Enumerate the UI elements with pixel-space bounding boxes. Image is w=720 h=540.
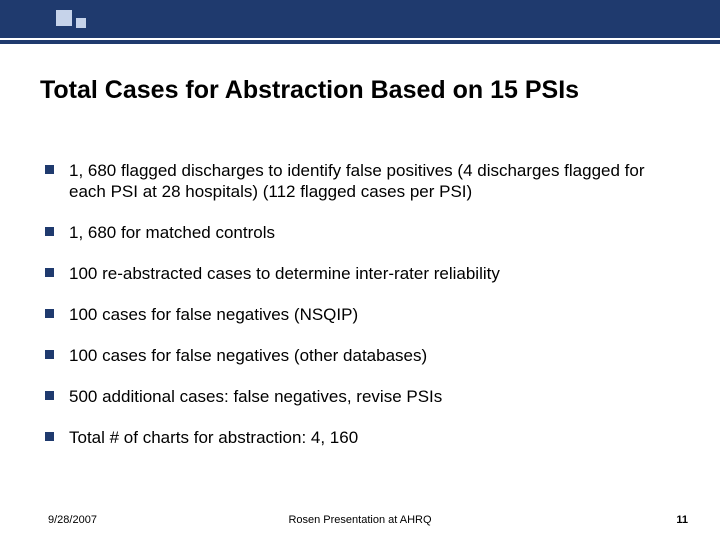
bullet-item: 100 cases for false negatives (NSQIP) [45, 304, 680, 325]
accent-square-large [56, 10, 72, 26]
bullet-square-icon [45, 350, 54, 359]
bullet-square-icon [45, 227, 54, 236]
bullet-text: 100 re-abstracted cases to determine int… [69, 264, 500, 283]
bullet-item: Total # of charts for abstraction: 4, 16… [45, 427, 680, 448]
bullet-text: 500 additional cases: false negatives, r… [69, 387, 442, 406]
bullet-square-icon [45, 391, 54, 400]
bullet-item: 500 additional cases: false negatives, r… [45, 386, 680, 407]
bullet-text: 100 cases for false negatives (NSQIP) [69, 305, 358, 324]
bullet-text: 100 cases for false negatives (other dat… [69, 346, 427, 365]
footer-center: Rosen Presentation at AHRQ [0, 514, 720, 526]
bullet-text: 1, 680 flagged discharges to identify fa… [69, 161, 645, 201]
band-thin [0, 40, 720, 44]
bullet-square-icon [45, 309, 54, 318]
bullet-square-icon [45, 268, 54, 277]
bullet-item: 100 re-abstracted cases to determine int… [45, 263, 680, 284]
bullet-list: 1, 680 flagged discharges to identify fa… [45, 160, 680, 468]
top-decor-band [0, 0, 720, 50]
accent-square-small [76, 18, 86, 28]
bullet-square-icon [45, 165, 54, 174]
footer: 9/28/2007 Rosen Presentation at AHRQ 11 [0, 506, 720, 526]
bullet-item: 1, 680 flagged discharges to identify fa… [45, 160, 680, 202]
band-thick [0, 0, 720, 38]
bullet-text: Total # of charts for abstraction: 4, 16… [69, 428, 358, 447]
slide: Total Cases for Abstraction Based on 15 … [0, 0, 720, 540]
slide-title: Total Cases for Abstraction Based on 15 … [40, 76, 680, 105]
bullet-item: 1, 680 for matched controls [45, 222, 680, 243]
bullet-text: 1, 680 for matched controls [69, 223, 275, 242]
bullet-item: 100 cases for false negatives (other dat… [45, 345, 680, 366]
footer-page: 11 [676, 514, 688, 526]
bullet-square-icon [45, 432, 54, 441]
